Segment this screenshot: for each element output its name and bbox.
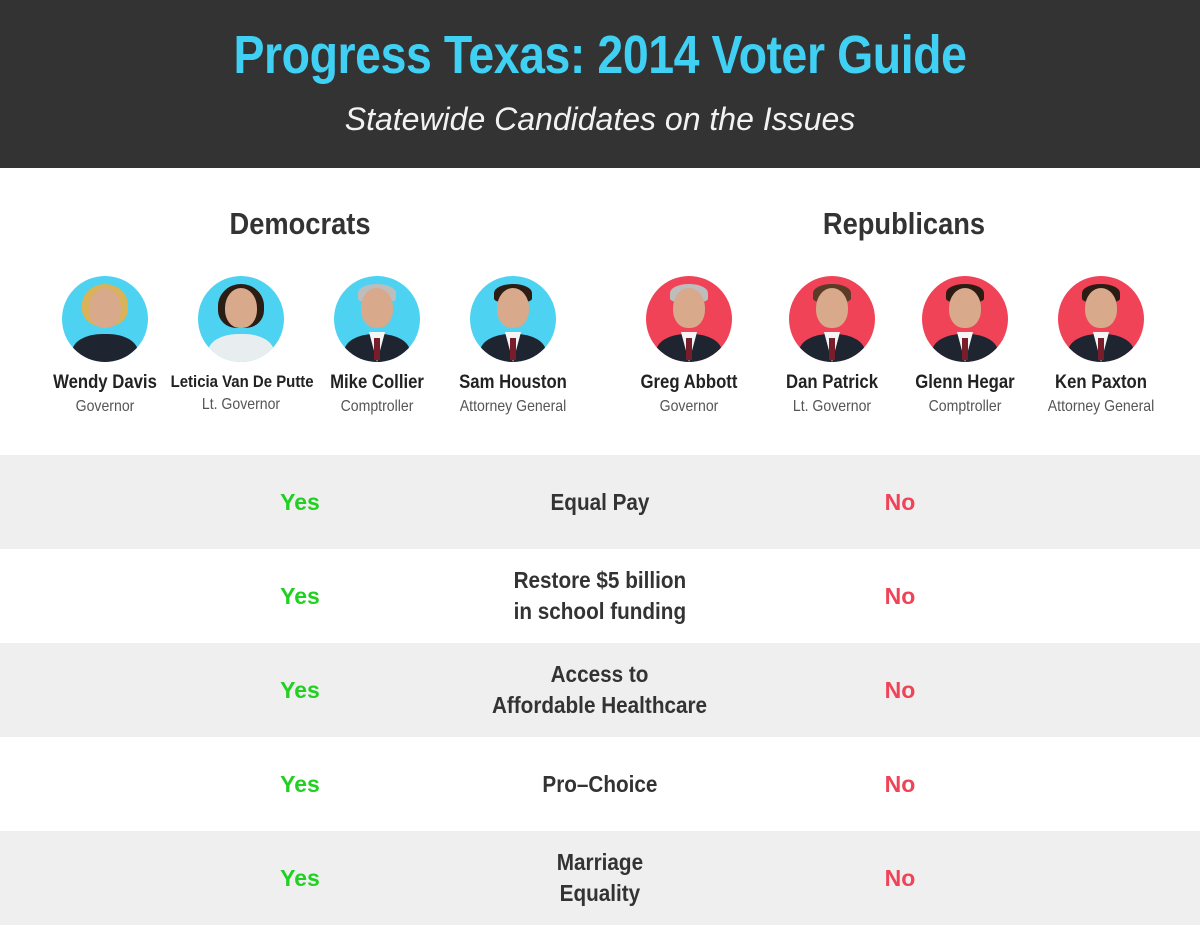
republicans-heading: Republicans [822, 206, 986, 241]
candidate-role: Governor [659, 398, 719, 415]
candidate-name: Leticia Van De Putte [170, 372, 314, 391]
page-subtitle: Statewide Candidates on the Issues [344, 101, 856, 137]
candidate-ken-paxton: Ken Paxton Attorney General [1021, 276, 1181, 416]
republicans-stance: No [884, 488, 916, 515]
candidate-name: Ken Paxton [1055, 372, 1147, 393]
issue-label: Equal Pay [550, 488, 650, 515]
candidate-photo [470, 276, 556, 362]
candidate-role: Comptroller [340, 398, 414, 415]
issue-row-healthcare: Yes Access to Affordable Healthcare No [0, 643, 1200, 737]
candidate-mike-collier: Mike Collier Comptroller [297, 276, 457, 416]
democrats-stance: Yes [280, 770, 320, 797]
header-banner: Progress Texas: 2014 Voter Guide Statewi… [0, 0, 1200, 168]
issue-label: Marriage Equality [556, 849, 644, 906]
candidate-photo [1058, 276, 1144, 362]
candidate-name: Glenn Hegar [915, 372, 1015, 393]
candidate-photo [62, 276, 148, 362]
candidate-name: Greg Abbott [640, 372, 738, 393]
candidate-role: Lt. Governor [201, 396, 281, 413]
candidate-role: Lt. Governor [792, 398, 872, 415]
issue-label: Access to Affordable Healthcare [492, 661, 708, 718]
candidate-photo [334, 276, 420, 362]
candidate-wendy-davis: Wendy Davis Governor [25, 276, 185, 416]
republicans-stance: No [884, 864, 916, 891]
candidate-role: Governor [75, 398, 135, 415]
candidate-role: Attorney General [1047, 398, 1155, 415]
issue-label: Pro–Choice [542, 770, 658, 797]
page-title: Progress Texas: 2014 Voter Guide [233, 25, 967, 85]
candidate-name: Sam Houston [459, 372, 567, 393]
republicans-stance: No [884, 582, 916, 609]
issue-row-pro-choice: Yes Pro–Choice No [0, 737, 1200, 831]
candidate-glenn-hegar: Glenn Hegar Comptroller [885, 276, 1045, 416]
issue-row-school-funding: Yes Restore $5 billion in school funding… [0, 549, 1200, 643]
issue-row-marriage-equality: Yes Marriage Equality No [0, 831, 1200, 925]
democrats-stance: Yes [280, 864, 320, 891]
issue-label: Restore $5 billion in school funding [513, 567, 687, 624]
candidate-sam-houston: Sam Houston Attorney General [433, 276, 593, 416]
candidate-photo [646, 276, 732, 362]
republicans-stance: No [884, 676, 916, 703]
candidate-dan-patrick: Dan Patrick Lt. Governor [752, 276, 912, 416]
candidate-photo [789, 276, 875, 362]
candidate-leticia-van-de-putte: Leticia Van De Putte Lt. Governor [161, 276, 321, 414]
candidate-name: Wendy Davis [53, 372, 157, 393]
candidate-name: Dan Patrick [785, 372, 878, 393]
candidate-role: Comptroller [928, 398, 1002, 415]
republicans-stance: No [884, 770, 916, 797]
democrats-stance: Yes [280, 488, 320, 515]
democrats-heading: Democrats [229, 206, 371, 241]
candidate-photo [922, 276, 1008, 362]
candidate-photo [198, 276, 284, 362]
candidate-greg-abbott: Greg Abbott Governor [609, 276, 769, 416]
democrats-stance: Yes [280, 582, 320, 609]
candidate-name: Mike Collier [330, 372, 424, 393]
candidate-role: Attorney General [459, 398, 567, 415]
issue-row-equal-pay: Yes Equal Pay No [0, 455, 1200, 549]
democrats-stance: Yes [280, 676, 320, 703]
